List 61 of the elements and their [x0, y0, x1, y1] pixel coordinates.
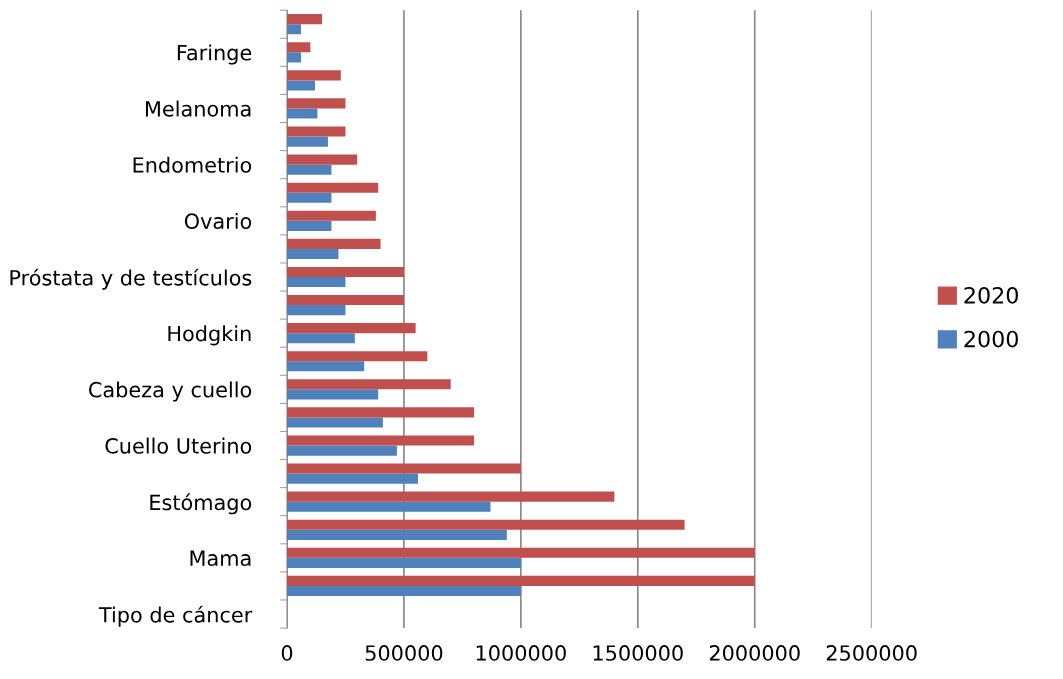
bar	[287, 445, 397, 456]
bar	[287, 42, 311, 53]
bar	[287, 501, 491, 512]
bar	[287, 435, 475, 446]
x-tick-label: 1500000	[593, 645, 683, 661]
x-tick-label: 0	[281, 645, 293, 661]
bar	[287, 108, 318, 119]
bar	[287, 277, 346, 288]
bar	[287, 14, 323, 25]
bar	[287, 333, 355, 344]
bar	[287, 98, 346, 109]
bar	[287, 52, 302, 63]
y-tick-label: Faringe	[177, 44, 252, 65]
y-tick-label: Hodgkin	[168, 325, 251, 346]
legend-label: 2000	[964, 330, 1018, 348]
bar	[287, 417, 383, 428]
x-tick-label: 2500000	[826, 645, 917, 661]
bar	[287, 136, 328, 147]
x-tick-label: 500000	[365, 645, 443, 661]
bar	[287, 547, 755, 558]
bar	[287, 557, 521, 568]
bar	[287, 24, 302, 35]
bar	[287, 575, 755, 586]
bar	[287, 389, 379, 400]
bar	[287, 182, 379, 193]
y-tick-label: Cuello Uterino	[105, 437, 252, 454]
legend-label: 2020	[964, 286, 1018, 304]
bar	[287, 80, 316, 91]
bar	[287, 210, 376, 221]
bar	[287, 305, 346, 316]
y-tick-label: Cabeza y cuello	[89, 381, 252, 402]
y-tick-label: Melanoma	[145, 100, 251, 117]
y-tick-label: Mama	[190, 550, 251, 567]
bar	[287, 323, 416, 334]
bar	[287, 294, 404, 306]
bar	[287, 519, 685, 530]
bar	[287, 238, 381, 249]
y-tick-label: Próstata y de testículos	[10, 268, 252, 290]
y-tick-label: Tipo de cáncer	[98, 605, 253, 627]
y-tick-label: Ovario	[184, 212, 252, 230]
bar	[287, 407, 475, 418]
bar	[287, 463, 521, 474]
bar	[287, 126, 346, 137]
bar	[287, 220, 332, 231]
x-tick-label: 2000000	[709, 645, 800, 661]
bar	[287, 491, 615, 502]
bar	[287, 585, 521, 597]
x-tick-label: 1000000	[476, 645, 566, 661]
bar	[287, 70, 341, 81]
bar	[287, 361, 365, 372]
bar	[287, 248, 339, 260]
bar	[287, 154, 358, 165]
y-tick-label: Estómago	[150, 493, 252, 515]
bar	[287, 351, 428, 362]
bar	[287, 473, 418, 484]
bar	[287, 529, 507, 540]
bar	[287, 164, 332, 175]
bar	[287, 192, 332, 203]
bar	[287, 266, 404, 277]
bar	[287, 379, 451, 390]
y-tick-label: Endometrio	[133, 156, 252, 173]
